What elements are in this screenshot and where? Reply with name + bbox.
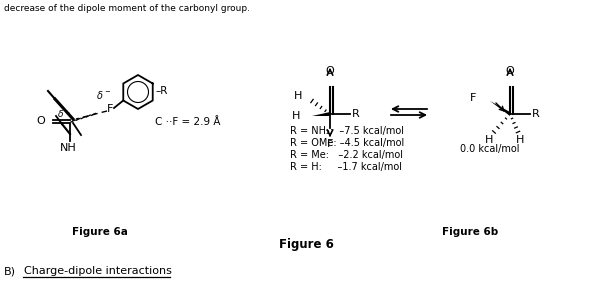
Text: R = OMe: –4.5 kcal/mol: R = OMe: –4.5 kcal/mol xyxy=(290,138,405,148)
Text: 0.0 kcal/mol: 0.0 kcal/mol xyxy=(460,144,520,154)
Text: H: H xyxy=(292,111,300,121)
Text: H: H xyxy=(485,135,493,145)
Text: C ··F = 2.9 Å: C ··F = 2.9 Å xyxy=(155,117,220,127)
Text: Figure 6: Figure 6 xyxy=(278,238,334,251)
Text: –R: –R xyxy=(156,86,168,96)
Text: O: O xyxy=(326,66,334,76)
Text: NH: NH xyxy=(59,143,76,153)
Text: F: F xyxy=(327,139,333,149)
Text: F: F xyxy=(107,104,113,114)
Text: decrease of the dipole moment of the carbonyl group.: decrease of the dipole moment of the car… xyxy=(4,4,250,13)
Text: R = Me:   –2.2 kcal/mol: R = Me: –2.2 kcal/mol xyxy=(290,150,403,160)
Text: H: H xyxy=(516,135,524,145)
Polygon shape xyxy=(312,112,330,116)
Text: F: F xyxy=(469,93,476,103)
Text: R: R xyxy=(532,109,540,119)
Polygon shape xyxy=(490,101,510,116)
Text: B): B) xyxy=(4,266,16,276)
Text: H: H xyxy=(294,91,302,101)
Text: Figure 6b: Figure 6b xyxy=(442,227,498,237)
Text: $\delta^+$: $\delta^+$ xyxy=(57,108,71,120)
Text: O: O xyxy=(506,66,514,76)
Text: O: O xyxy=(36,116,45,126)
Text: R: R xyxy=(352,109,360,119)
Text: R = H:     –1.7 kcal/mol: R = H: –1.7 kcal/mol xyxy=(290,162,402,172)
Text: Figure 6a: Figure 6a xyxy=(72,227,128,237)
Text: R = NH₂:  –7.5 kcal/mol: R = NH₂: –7.5 kcal/mol xyxy=(290,126,404,136)
Text: Charge-dipole interactions: Charge-dipole interactions xyxy=(24,266,172,276)
Text: $\delta^-$: $\delta^-$ xyxy=(96,89,111,101)
